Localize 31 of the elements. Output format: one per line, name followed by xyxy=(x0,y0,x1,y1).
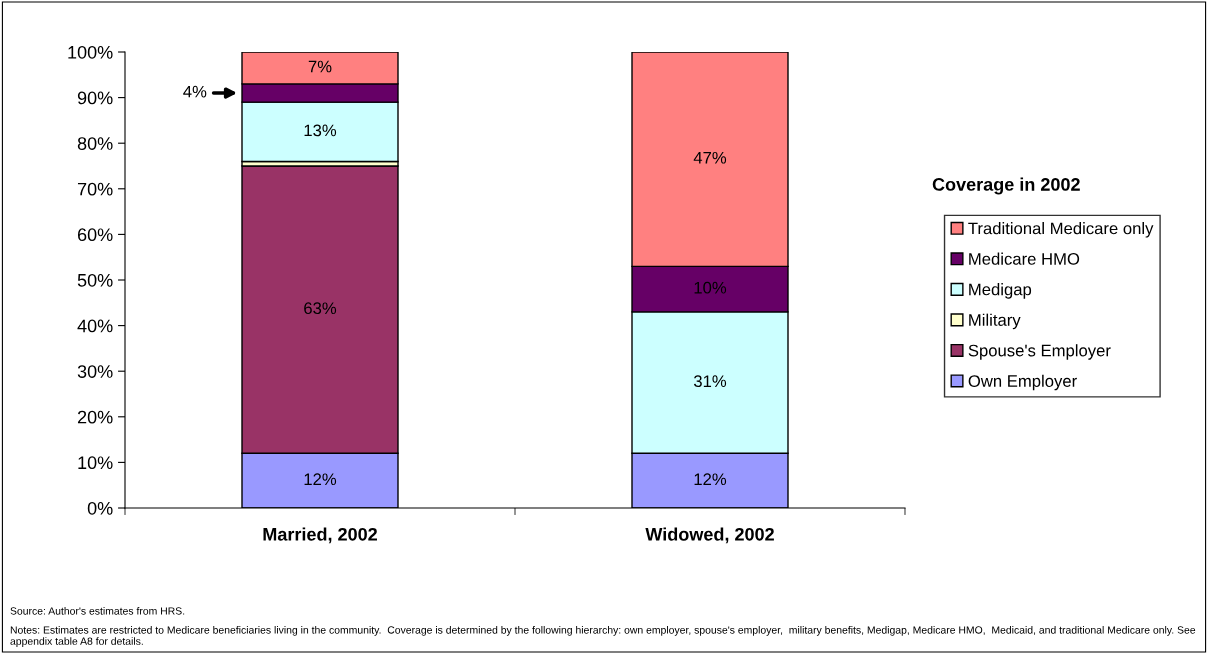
source-note: Source: Author's estimates from HRS. xyxy=(10,607,185,615)
y-tick-label: 60% xyxy=(77,228,113,242)
y-tick-label: 20% xyxy=(77,410,113,424)
legend-title: Coverage in 2002 xyxy=(932,177,1080,195)
data-label: 7% xyxy=(308,60,332,73)
y-tick-label: 30% xyxy=(77,365,113,378)
legend-label: Own Employer xyxy=(968,374,1077,391)
legend-label: Medicare HMO xyxy=(969,252,1080,265)
y-tick-label: 70% xyxy=(77,182,113,196)
y-tick-label: 10% xyxy=(78,456,113,470)
data-label: 10% xyxy=(694,281,727,294)
data-label: 4% xyxy=(183,85,207,98)
x-tick-label: Married, 2002 xyxy=(263,527,377,544)
y-tick-label: 90% xyxy=(77,91,113,105)
y-tick-label: 50% xyxy=(77,273,113,287)
y-tick-label: 100% xyxy=(68,45,113,59)
data-label: 13% xyxy=(304,124,337,137)
legend-label: Military xyxy=(969,313,1021,330)
data-label: 47% xyxy=(693,151,727,164)
y-tick-label: 0% xyxy=(87,501,113,515)
x-tick-label: Widowed, 2002 xyxy=(645,527,774,544)
legend-label: Medigap xyxy=(969,283,1032,299)
data-label: 31% xyxy=(693,375,727,388)
data-label: 63% xyxy=(304,302,337,315)
legend-label: Traditional Medicare only xyxy=(968,222,1154,238)
data-label: 12% xyxy=(694,473,727,486)
data-label: 12% xyxy=(304,473,337,486)
y-tick-label: 80% xyxy=(77,137,113,150)
y-tick-label: 40% xyxy=(77,319,113,333)
text: Notes: Estimates are restricted to Medicare beneficiaries living in the community. Coverage is determined by the following hierarchy: own employer, spouse's employer, military benefits, Medigap, Medicare HMO, Medicaid, and traditional Medicare only. See appendix table A8 for details. xyxy=(10,626,1196,647)
legend-label: Spouse's Employer xyxy=(968,344,1111,360)
